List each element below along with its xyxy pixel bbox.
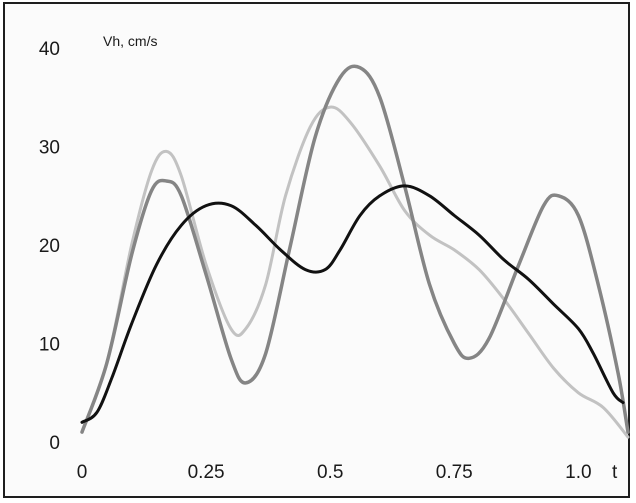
- x-tick-label: 1.0: [565, 462, 591, 483]
- y-tick-label: 10: [39, 335, 60, 356]
- x-axis-title: t: [612, 462, 618, 483]
- y-tick-labels: 0 10 20 30 40: [39, 39, 60, 454]
- series-line-3: [80, 184, 625, 424]
- y-tick-label: 0: [49, 433, 60, 454]
- series-line-2: [80, 64, 630, 434]
- y-tick-label: 20: [39, 236, 60, 257]
- x-tick-label: 0.25: [188, 462, 225, 483]
- y-tick-label: 40: [39, 39, 60, 60]
- x-tick-label: 0.75: [436, 462, 473, 483]
- y-tick-label: 30: [39, 138, 60, 159]
- y-axis-title: Vh, cm/s: [103, 33, 157, 49]
- series-line-1: [80, 105, 630, 439]
- series-layer: [80, 64, 630, 439]
- x-tick-labels: 0 0.25 0.5 0.75 1.0: [77, 462, 592, 483]
- x-tick-label: 0.5: [317, 462, 343, 483]
- x-tick-label: 0: [77, 462, 88, 483]
